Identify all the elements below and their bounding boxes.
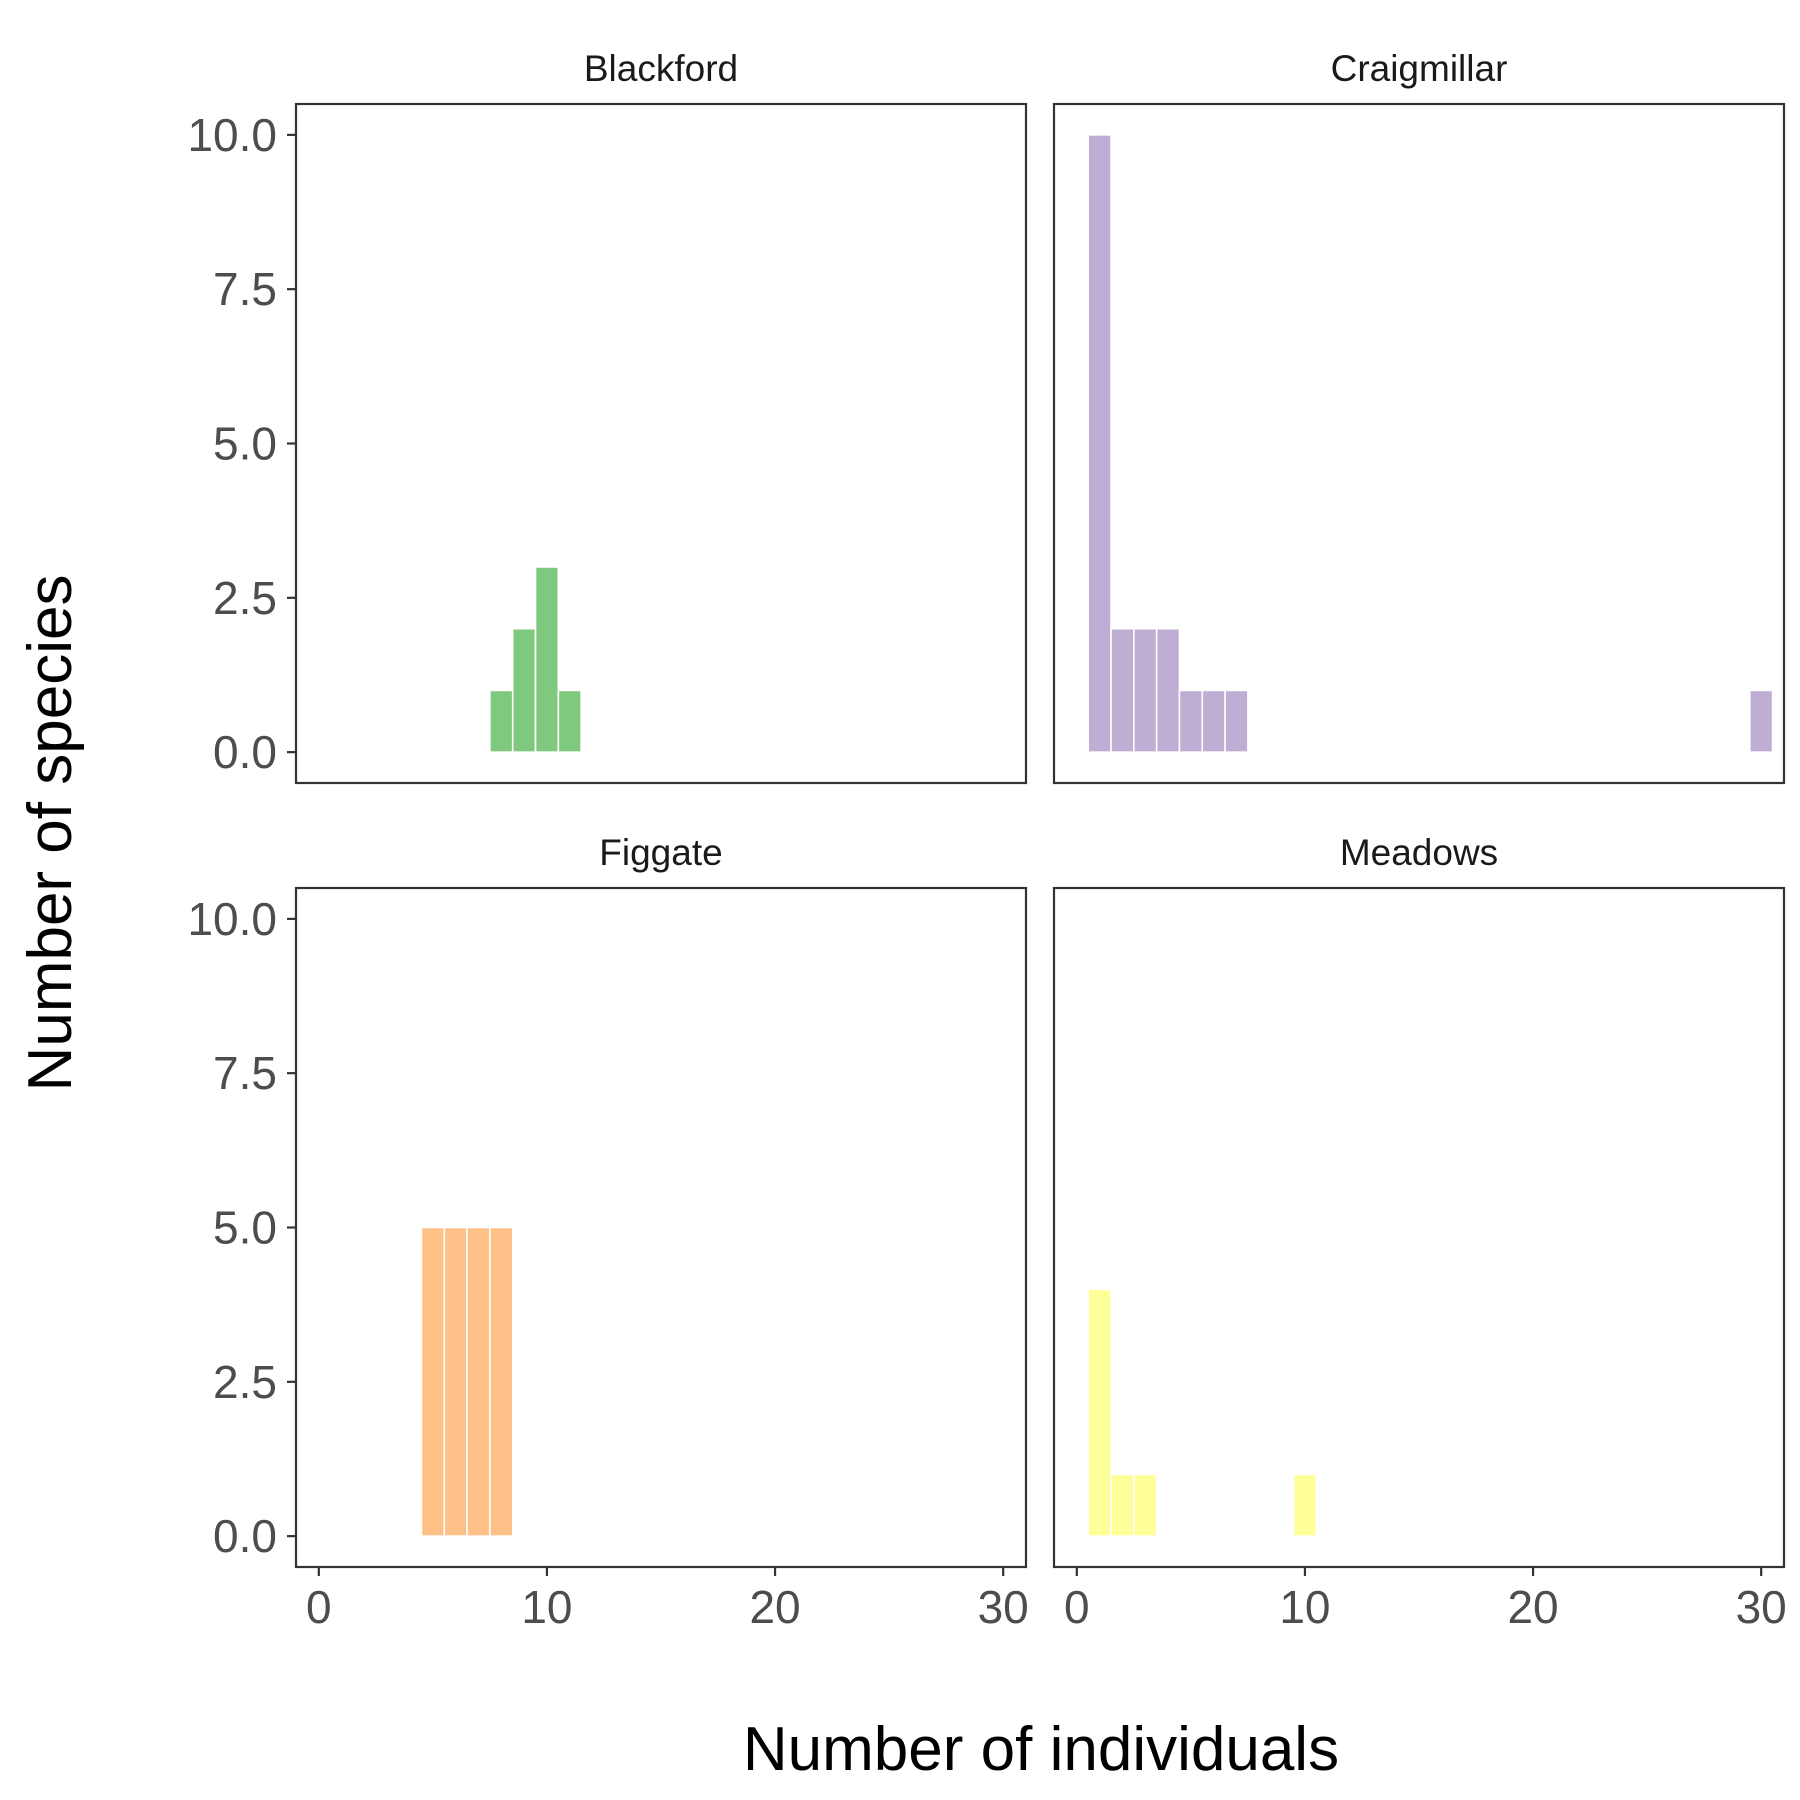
x-tick-label: 30 bbox=[1736, 1581, 1787, 1633]
y-tick-label: 2.5 bbox=[213, 1356, 277, 1408]
y-tick-label: 7.5 bbox=[213, 263, 277, 315]
facet-title: Blackford bbox=[584, 48, 738, 89]
facet-title: Figgate bbox=[599, 832, 722, 873]
y-tick-label: 10.0 bbox=[187, 109, 277, 161]
histogram-bar bbox=[1748, 689, 1774, 753]
y-tick-label: 2.5 bbox=[213, 572, 277, 624]
facet-panel-blackford: Blackford 0.0 2.5 5.0 7.5 10.0 bbox=[187, 48, 1028, 785]
facet-title: Craigmillar bbox=[1331, 48, 1508, 89]
y-tick-label: 0.0 bbox=[213, 1510, 277, 1562]
histogram-bar bbox=[1224, 689, 1249, 753]
histogram-bar bbox=[1110, 1473, 1135, 1537]
x-tick-label: 10 bbox=[1279, 1581, 1330, 1633]
histogram-bar bbox=[1201, 689, 1226, 753]
y-tick-label: 10.0 bbox=[187, 893, 277, 945]
histogram-bar bbox=[466, 1226, 491, 1537]
histogram-bar bbox=[1292, 1473, 1318, 1537]
facet-panel-figgate: Figgate 0.0 2.5 5.0 7.5 10.0 0 10 20 30 bbox=[187, 832, 1028, 1633]
histogram-bar bbox=[534, 566, 560, 753]
facet-panel-meadows: Meadows 0 10 20 30 bbox=[1052, 832, 1787, 1633]
histogram-bar bbox=[489, 1226, 514, 1537]
histogram-bar bbox=[489, 689, 514, 753]
histogram-bar bbox=[443, 1226, 468, 1537]
x-tick-label: 0 bbox=[306, 1581, 332, 1633]
y-tick-label: 5.0 bbox=[213, 418, 277, 470]
x-tick-label: 30 bbox=[978, 1581, 1029, 1633]
histogram-bar bbox=[1087, 134, 1112, 753]
x-tick-label: 20 bbox=[1507, 1581, 1558, 1633]
y-axis-title: Number of species bbox=[16, 575, 85, 1092]
histogram-bar bbox=[1155, 627, 1181, 753]
histogram-bar bbox=[557, 689, 582, 753]
y-tick-label: 5.0 bbox=[213, 1202, 277, 1254]
histogram-bar bbox=[420, 1226, 446, 1537]
x-axis-title: Number of individuals bbox=[743, 1715, 1339, 1784]
facet-panel-craigmillar: Craigmillar bbox=[1052, 48, 1786, 785]
histogram-bar bbox=[511, 627, 537, 753]
x-tick-label: 20 bbox=[749, 1581, 800, 1633]
y-tick-label: 7.5 bbox=[213, 1047, 277, 1099]
panel-frame bbox=[294, 102, 1028, 785]
facet-title: Meadows bbox=[1340, 832, 1498, 873]
panel-frame bbox=[294, 886, 1028, 1569]
histogram-bar bbox=[1087, 1288, 1112, 1537]
histogram-bar bbox=[1133, 627, 1158, 753]
histogram-bar bbox=[1178, 689, 1204, 753]
x-tick-label: 10 bbox=[521, 1581, 572, 1633]
facet-panels: Blackford 0.0 2.5 5.0 7.5 10.0 Craigmillar Figg… bbox=[187, 48, 1786, 1633]
panel-frame bbox=[1052, 886, 1786, 1569]
y-tick-label: 0.0 bbox=[213, 726, 277, 778]
histogram-bar bbox=[1133, 1473, 1158, 1537]
x-tick-label: 0 bbox=[1064, 1581, 1090, 1633]
histogram-bar bbox=[1110, 627, 1135, 753]
